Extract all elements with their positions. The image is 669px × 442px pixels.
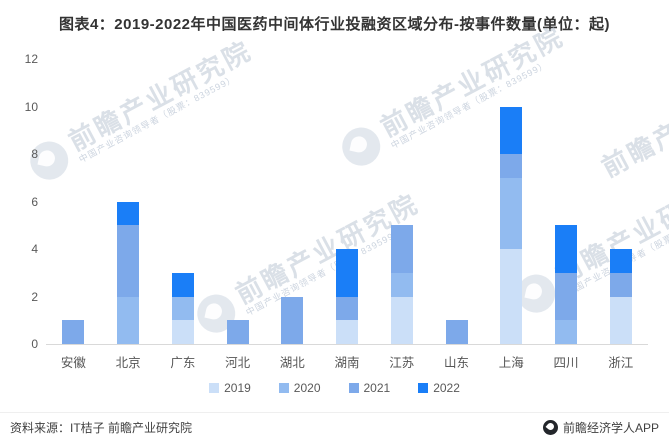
chart-title: 图表4：2019-2022年中国医药中间体行业投融资区域分布-按事件数量(单位：… (58, 16, 611, 33)
legend-swatch-icon (209, 383, 220, 393)
bar-segment-四川-2021 (554, 272, 577, 321)
bar-segment-广东-2019 (171, 320, 194, 344)
bar-segment-湖南-2019 (336, 320, 359, 344)
bar-segment-四川-2022 (554, 225, 577, 273)
bar-column-湖北 (265, 59, 320, 344)
x-tick-label-浙江: 浙江 (608, 356, 634, 370)
bar-column-广东 (155, 59, 210, 344)
footer: 资料来源：IT桔子 前瞻产业研究院 前瞻经济学人APP (0, 412, 669, 442)
bar-segment-广东-2022 (171, 272, 194, 297)
bar-stack (500, 106, 523, 344)
bar-column-江苏 (374, 59, 429, 344)
bar-segment-江苏-2020 (390, 272, 413, 297)
x-tick-label-湖北: 湖北 (279, 356, 305, 370)
bar-column-北京 (101, 59, 156, 344)
legend-swatch-icon (278, 383, 289, 393)
bar-segment-江苏-2019 (390, 296, 413, 344)
legend-item-2021: 2021 (348, 381, 391, 395)
y-tick-label: 0 (31, 337, 38, 351)
legend-item-2019: 2019 (209, 381, 251, 395)
bar-segment-北京-2020 (117, 296, 140, 344)
x-axis: 安徽 北京 广东 河北 湖北 湖南 江苏 山东 上海 四川 浙江 (46, 352, 648, 371)
y-axis: 0 2 4 6 8 10 12 (0, 52, 38, 351)
bars-row (46, 59, 648, 344)
bar-stack (445, 320, 468, 344)
bar-stack (336, 249, 359, 344)
legend-label: 2019 (224, 381, 251, 395)
bar-stack (171, 272, 194, 344)
legend: 2019 2020 2021 2022 (0, 381, 669, 395)
legend-label: 2021 (363, 381, 391, 395)
app-branding: 前瞻经济学人APP (542, 419, 659, 436)
y-tick-label: 6 (31, 194, 38, 209)
y-tick-label: 12 (24, 52, 38, 66)
x-tick-label-北京: 北京 (115, 356, 141, 370)
legend-label: 2020 (293, 381, 321, 395)
y-tick-label: 8 (31, 147, 38, 161)
app-name: 前瞻经济学人APP (562, 421, 659, 435)
legend-label: 2022 (433, 381, 460, 395)
qianzhan-app-icon (542, 420, 558, 435)
bar-stack (554, 225, 577, 344)
bar-stack (609, 249, 632, 344)
bar-stack (62, 320, 85, 344)
bar-column-山东 (429, 59, 484, 344)
x-tick-label-江苏: 江苏 (389, 356, 415, 370)
bar-segment-浙江-2019 (609, 296, 632, 344)
x-tick-label-广东: 广东 (170, 356, 196, 370)
x-tick-label-四川: 四川 (553, 356, 579, 370)
bar-segment-湖北-2021 (281, 296, 304, 344)
legend-swatch-icon (348, 383, 359, 393)
bar-stack (390, 225, 413, 344)
legend-item-2022: 2022 (418, 381, 460, 395)
bar-segment-上海-2022 (500, 106, 523, 154)
bar-column-四川 (539, 59, 594, 344)
x-tick-label-河北: 河北 (225, 356, 251, 370)
bar-segment-广东-2020 (171, 296, 194, 321)
bar-segment-河北-2021 (226, 320, 249, 344)
bar-stack (226, 320, 249, 344)
bar-segment-北京-2022 (117, 201, 140, 226)
bar-segment-上海-2021 (500, 154, 523, 178)
legend-swatch-icon (418, 383, 429, 393)
bar-column-上海 (484, 59, 539, 344)
bar-column-河北 (210, 59, 265, 344)
x-tick-label-上海: 上海 (498, 356, 524, 370)
bar-stack (281, 296, 304, 344)
bar-stack (117, 201, 140, 344)
y-tick-label: 4 (31, 242, 38, 256)
bar-segment-山东-2021 (445, 320, 468, 344)
bar-segment-上海-2019 (500, 249, 523, 344)
bar-segment-江苏-2021 (390, 225, 413, 273)
legend-item-2020: 2020 (278, 381, 321, 395)
y-tick-label: 2 (31, 289, 38, 304)
bar-segment-上海-2020 (500, 177, 523, 249)
bar-segment-安徽-2021 (62, 320, 85, 344)
bar-segment-北京-2021 (117, 225, 140, 297)
bar-segment-湖南-2022 (336, 249, 359, 297)
bar-segment-浙江-2022 (609, 249, 632, 273)
x-tick-label-湖南: 湖南 (334, 356, 360, 370)
x-tick-label-山东: 山东 (444, 356, 470, 370)
bar-segment-四川-2020 (554, 320, 577, 344)
bar-column-湖南 (320, 59, 375, 344)
source-text: 资料来源：IT桔子 前瞻产业研究院 (10, 421, 192, 435)
y-tick-label: 10 (24, 99, 38, 114)
bar-column-浙江 (593, 59, 648, 344)
x-tick-label-安徽: 安徽 (60, 356, 86, 370)
bar-column-安徽 (46, 59, 101, 344)
bar-segment-浙江-2021 (609, 272, 632, 297)
bar-segment-湖南-2021 (336, 296, 359, 321)
plot-area (46, 59, 648, 345)
